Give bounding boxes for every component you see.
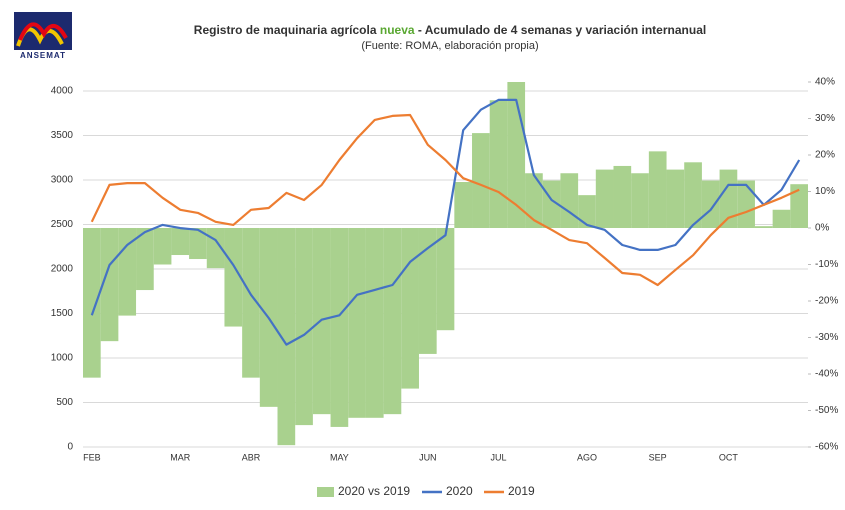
- bar: [578, 195, 596, 228]
- bar: [153, 228, 172, 265]
- y2-tick-label: 0%: [815, 223, 830, 234]
- bar: [631, 173, 649, 228]
- bar: [666, 169, 685, 228]
- bar: [83, 228, 101, 378]
- bar: [684, 162, 702, 228]
- bar: [171, 228, 190, 256]
- y2-tick-label: 20%: [815, 150, 835, 161]
- x-tick-label: MAR: [170, 452, 191, 462]
- x-tick-label: AGO: [577, 452, 597, 462]
- y-tick-label: 0: [67, 442, 73, 453]
- y-tick-label: 1000: [51, 353, 74, 364]
- y2-tick-label: -20%: [815, 296, 838, 307]
- chart-subtitle: (Fuente: ROMA, elaboración propia): [361, 40, 538, 52]
- bar: [436, 228, 455, 331]
- bar: [737, 180, 755, 228]
- x-tick-label: OCT: [719, 452, 739, 462]
- x-tick-label: JUL: [491, 452, 507, 462]
- bar: [489, 100, 508, 228]
- title-part: nueva: [380, 23, 415, 37]
- bar: [648, 151, 667, 228]
- y-tick-label: 2500: [51, 219, 74, 230]
- bar: [595, 169, 614, 228]
- y2-tick-label: 10%: [815, 186, 835, 197]
- bar: [348, 228, 366, 418]
- legend-label: 2020: [446, 484, 473, 498]
- x-tick-label: SEP: [649, 452, 667, 462]
- title-part: Registro de maquinaria agrícola: [194, 23, 380, 37]
- logo-text: ANSEMAT: [20, 51, 66, 60]
- y-tick-label: 2000: [51, 264, 74, 275]
- title-part: - Acumulado de 4 semanas y variación int…: [415, 23, 707, 37]
- y2-tick-label: -40%: [815, 369, 838, 380]
- line: [90, 98, 801, 346]
- bar: [365, 228, 384, 418]
- bar: [224, 228, 243, 327]
- bar: [330, 228, 349, 427]
- bar: [701, 180, 720, 228]
- x-tick-label: FEB: [83, 452, 101, 462]
- logo-stripe: [18, 22, 68, 41]
- y2-tick-label: -60%: [815, 442, 838, 453]
- bar: [242, 228, 260, 378]
- y-tick-label: 3000: [51, 175, 74, 186]
- y2-tick-label: -50%: [815, 405, 838, 416]
- bar: [613, 165, 632, 228]
- bar: [189, 228, 207, 260]
- chart-title: Registro de maquinaria agrícola nueva - …: [194, 23, 706, 37]
- bar: [418, 228, 437, 354]
- bar: [136, 228, 154, 291]
- bar: [277, 228, 296, 446]
- y2-tick-label: -30%: [815, 332, 838, 343]
- bar: [472, 133, 490, 228]
- y-tick-label: 500: [56, 397, 73, 408]
- y-tick-label: 3500: [51, 130, 74, 141]
- legend-swatch: [317, 487, 334, 497]
- x-tick-label: ABR: [242, 452, 261, 462]
- y2-tick-label: 30%: [815, 113, 835, 124]
- line: [90, 113, 800, 287]
- bar: [772, 209, 791, 228]
- bar: [790, 184, 808, 228]
- bar: [383, 228, 402, 415]
- logo: ANSEMAT: [14, 12, 72, 60]
- legend-label: 2020 vs 2019: [338, 484, 410, 498]
- y2-tick-label: 40%: [815, 77, 835, 88]
- bar: [295, 228, 313, 426]
- bar: [754, 226, 773, 228]
- x-tick-label: MAY: [330, 452, 349, 462]
- legend-label: 2019: [508, 484, 535, 498]
- y-tick-label: 1500: [51, 308, 74, 319]
- bar: [454, 182, 473, 228]
- bar: [100, 228, 119, 342]
- y-tick-label: 4000: [51, 86, 74, 97]
- y2-tick-label: -10%: [815, 259, 838, 270]
- x-tick-label: JUN: [419, 452, 437, 462]
- bar: [401, 228, 419, 389]
- bar: [525, 173, 543, 228]
- bar: [560, 173, 579, 228]
